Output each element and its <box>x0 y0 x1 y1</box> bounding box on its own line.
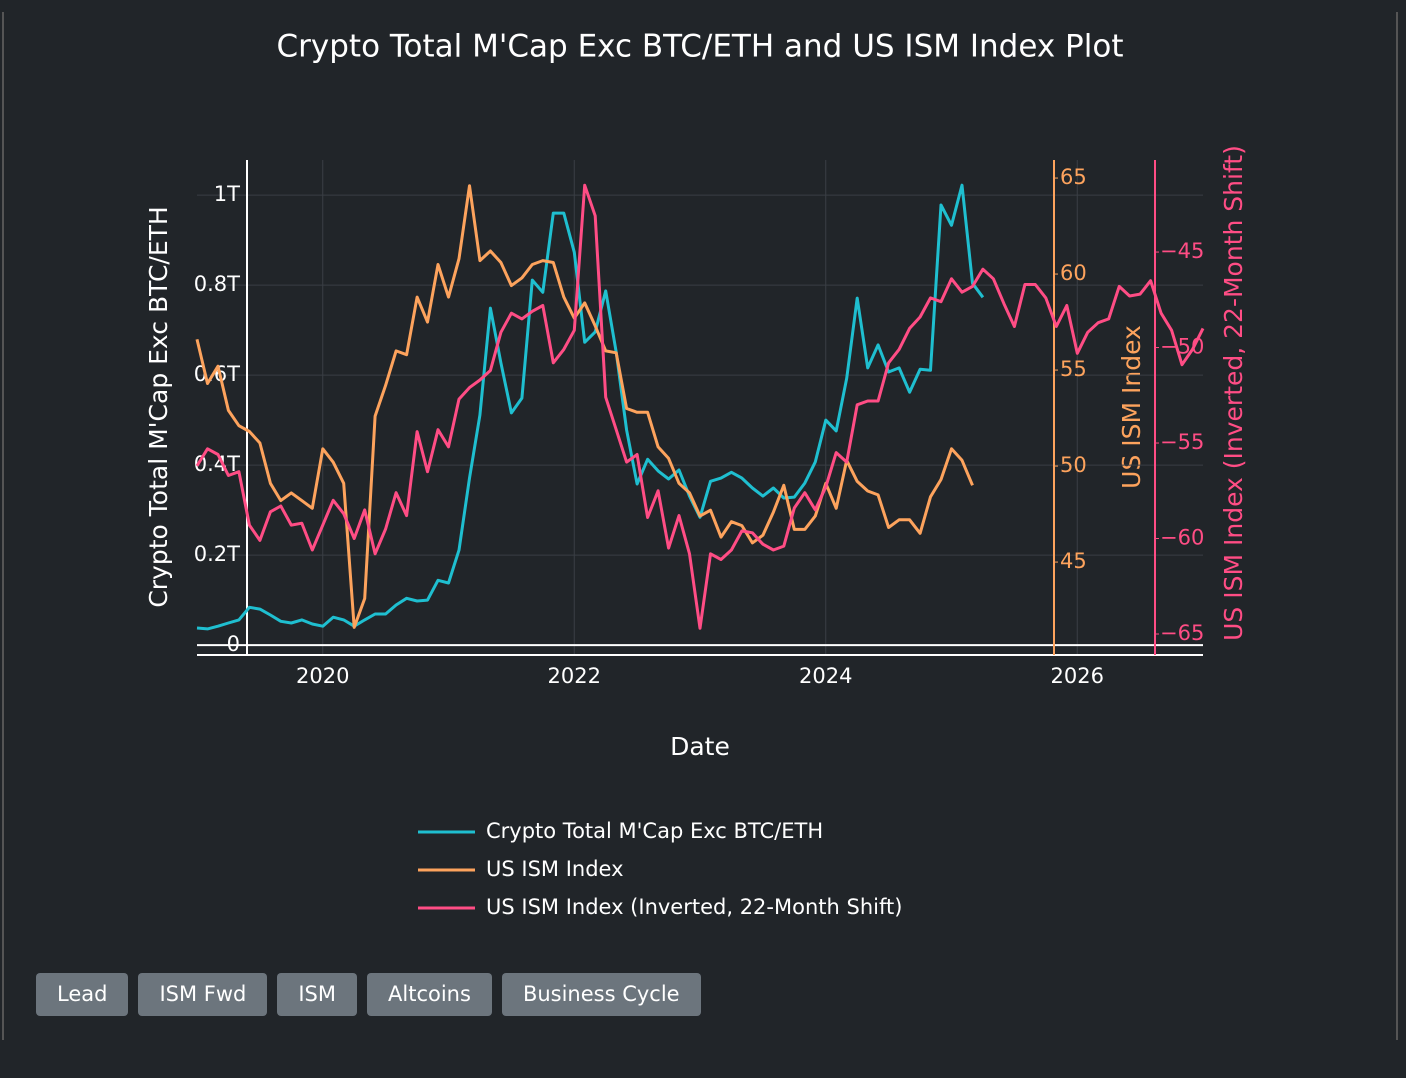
legend-label: Crypto Total M'Cap Exc BTC/ETH <box>486 819 823 843</box>
x-tick-label: 2020 <box>296 664 349 688</box>
nav-button[interactable]: Lead <box>36 973 129 1016</box>
chart-title: Crypto Total M'Cap Exc BTC/ETH and US IS… <box>277 29 1124 65</box>
y3-tick-label: −60 <box>1160 526 1204 550</box>
nav-button[interactable]: ISM Fwd <box>138 973 268 1016</box>
y3-tick-label: −45 <box>1160 239 1204 263</box>
y-tick-label: 0.8T <box>194 272 240 296</box>
legend-label: US ISM Index <box>486 857 624 881</box>
x-tick-label: 2026 <box>1051 664 1104 688</box>
button-bar: Lead ISM Fwd ISM Altcoins Business Cycle <box>36 973 701 1016</box>
y2-tick-label: 65 <box>1060 165 1087 189</box>
y2-axis-title: US ISM Index <box>1117 325 1146 489</box>
y3-tick-label: −55 <box>1160 430 1204 454</box>
y2-tick-label: 50 <box>1060 453 1087 477</box>
legend-label: US ISM Index (Inverted, 22-Month Shift) <box>486 895 902 919</box>
nav-button[interactable]: ISM <box>277 973 358 1016</box>
y3-axis-title: US ISM Index (Inverted, 22-Month Shift) <box>1219 145 1248 641</box>
nav-button[interactable]: Business Cycle <box>501 973 701 1016</box>
x-tick-label: 2024 <box>799 664 852 688</box>
series-line <box>196 183 985 631</box>
y2-tick-label: 60 <box>1060 261 1087 285</box>
y3-tick-label: −65 <box>1160 621 1204 645</box>
series-line <box>195 184 974 629</box>
nav-button[interactable]: Altcoins <box>367 973 492 1016</box>
y-tick-label: 0 <box>227 632 240 656</box>
y-tick-label: 1T <box>214 182 240 206</box>
y2-tick-label: 45 <box>1060 549 1087 573</box>
series-line <box>195 183 1205 630</box>
x-axis-title: Date <box>670 732 730 761</box>
y2-tick-label: 55 <box>1060 357 1087 381</box>
x-tick-label: 2022 <box>548 664 601 688</box>
y-axis-title: Crypto Total M'Cap Exc BTC/ETH <box>144 206 173 607</box>
y-tick-label: 0.2T <box>194 542 240 566</box>
